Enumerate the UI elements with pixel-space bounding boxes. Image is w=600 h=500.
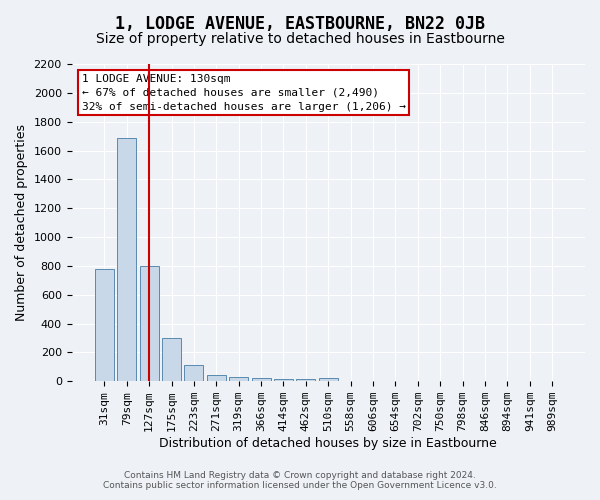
Bar [162,338,181,381]
Bar [184,366,203,381]
Text: 1, LODGE AVENUE, EASTBOURNE, BN22 0JB: 1, LODGE AVENUE, EASTBOURNE, BN22 0JB [115,15,485,33]
Bar [229,377,248,381]
Bar [140,266,158,381]
Text: 1 LODGE AVENUE: 130sqm
← 67% of detached houses are smaller (2,490)
32% of semi-: 1 LODGE AVENUE: 130sqm ← 67% of detached… [82,74,406,112]
Bar [251,378,271,381]
Y-axis label: Number of detached properties: Number of detached properties [15,124,28,321]
Bar [95,270,114,381]
Bar [117,138,136,381]
Text: Contains HM Land Registry data © Crown copyright and database right 2024.
Contai: Contains HM Land Registry data © Crown c… [103,470,497,490]
Bar [319,378,338,381]
Bar [274,379,293,381]
X-axis label: Distribution of detached houses by size in Eastbourne: Distribution of detached houses by size … [160,437,497,450]
Bar [296,379,316,381]
Bar [207,376,226,381]
Text: Size of property relative to detached houses in Eastbourne: Size of property relative to detached ho… [95,32,505,46]
